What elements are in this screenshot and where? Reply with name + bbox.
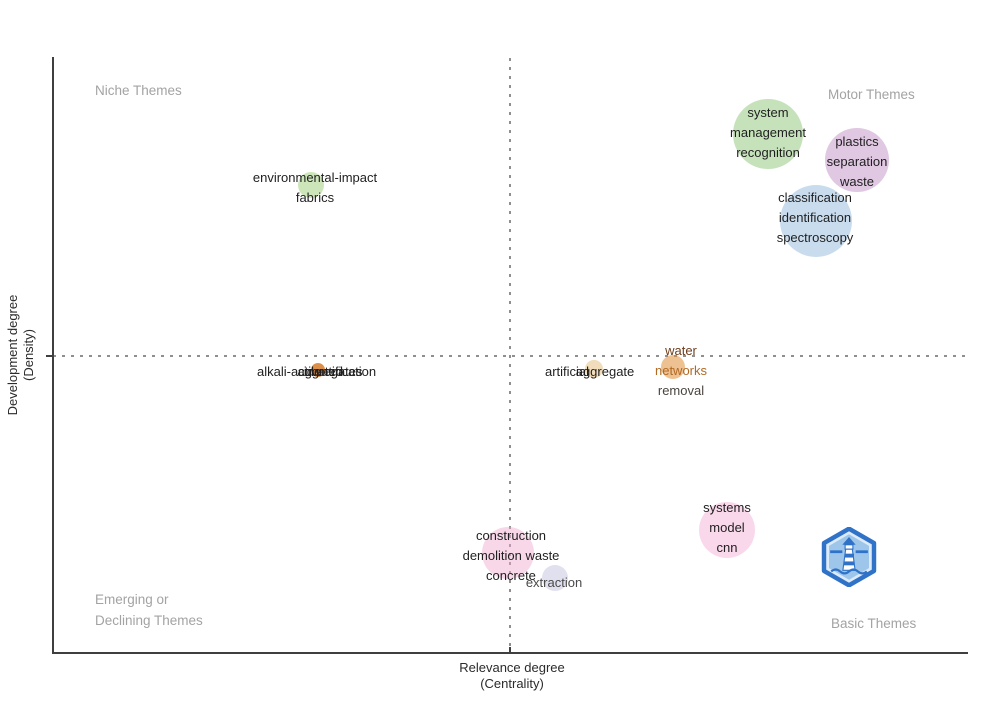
x-axis-mid-tick <box>509 647 511 652</box>
vertical-median-dashed-line <box>509 58 511 651</box>
cluster-label-line: concrete <box>486 568 536 583</box>
cluster-label-line: cnn <box>716 540 738 555</box>
cluster-label-line: management <box>730 125 806 140</box>
cluster-label-identification-overlap: identification <box>304 362 376 382</box>
bubble-systems-model-cnn <box>699 502 755 558</box>
cluster-label-systems-model-cnn: systems model cnn <box>703 498 751 558</box>
bubble-system-management-recognition <box>733 99 803 169</box>
x-axis-label-line2: (Centrality) <box>480 676 544 691</box>
cluster-label-line: artificial <box>544 364 590 379</box>
bubble-plastics-separation-waste <box>825 128 889 192</box>
cluster-label-line: recognition <box>736 145 800 160</box>
bubble-aggregate <box>585 360 603 378</box>
cluster-label-line: system <box>747 105 789 120</box>
cluster-label-line: identification <box>303 364 377 379</box>
y-axis-label-line2: (Density) <box>21 328 36 382</box>
cluster-label-line: waste <box>840 174 874 189</box>
quadrant-label-niche: Niche Themes <box>95 80 182 101</box>
bubble-water-networks-removal <box>661 355 685 379</box>
cluster-label-line: aggregate <box>575 364 635 379</box>
cluster-label-construction-demolition-waste-concrete: construction demolition waste concrete <box>463 526 560 586</box>
quadrant-label-basic: Basic Themes <box>831 613 916 634</box>
quadrant-label-line: Emerging or <box>95 592 169 607</box>
cluster-label-extraction: extraction <box>526 573 582 593</box>
cluster-label-line: identification <box>778 210 852 225</box>
bubble-alkali-activated-overlap <box>311 363 325 377</box>
cluster-label-line: demolition waste <box>462 548 560 563</box>
cluster-label-line: plastics <box>835 134 879 149</box>
cluster-label-line: water <box>665 343 697 358</box>
cluster-label-line: removal <box>657 383 705 398</box>
cluster-label-line: aggregates <box>297 364 363 379</box>
bubble-classification-identification-spectroscopy <box>780 185 852 257</box>
x-axis-label: Relevance degree (Centrality) <box>459 660 565 692</box>
x-axis-label-line1: Relevance degree <box>459 660 565 675</box>
cluster-label-line: classification <box>778 190 852 205</box>
cluster-label-water-networks-removal: water networks removal <box>655 341 707 401</box>
cluster-label-environmental-impact-fabrics: environmental-impact fabrics <box>253 168 377 208</box>
bubble-environmental-impact-fabrics <box>298 172 324 198</box>
quadrant-label-line: Motor Themes <box>828 87 915 102</box>
y-axis-line <box>52 57 54 654</box>
quadrant-label-line: Niche Themes <box>95 83 182 98</box>
quadrant-label-motor: Motor Themes <box>828 84 915 105</box>
bubble-extraction <box>542 565 568 591</box>
y-axis-label: Development degree (Density) <box>5 295 37 416</box>
quadrant-label-emerging: Emerging or Declining Themes <box>95 589 203 631</box>
cluster-label-line: model <box>709 520 745 535</box>
cluster-label-line: alkali-activated <box>257 364 343 379</box>
cluster-label-system-management-recognition: system management recognition <box>730 103 806 163</box>
quadrant-label-line: Basic Themes <box>831 616 917 631</box>
cluster-label-line: environmental-impact <box>252 170 378 185</box>
cluster-label-plastics-separation-waste: plastics separation waste <box>827 132 888 192</box>
cluster-label-line: systems <box>703 500 751 515</box>
cluster-label-line: construction <box>475 528 547 543</box>
cluster-label-aggregates-overlap: aggregates <box>297 362 362 382</box>
y-axis-label-line1: Development degree <box>5 294 20 416</box>
biblioshiny-lighthouse-logo-icon <box>821 526 877 588</box>
x-axis-line <box>52 652 968 654</box>
cluster-label-aggregate: aggregate <box>576 362 635 382</box>
y-axis-mid-tick <box>46 355 52 357</box>
cluster-label-line: fabrics <box>295 190 335 205</box>
bubble-construction-demolition-waste-concrete <box>482 527 534 579</box>
cluster-label-line: spectroscopy <box>776 230 854 245</box>
cluster-label-artificial: artificial <box>545 362 589 382</box>
cluster-label-line: extraction <box>525 575 583 590</box>
cluster-label-line: networks <box>654 363 708 378</box>
quadrant-label-line: Declining Themes <box>95 613 203 628</box>
cluster-label-line: separation <box>826 154 888 169</box>
cluster-label-classification-identification-spectroscopy: classification identification spectroscopy <box>777 188 854 248</box>
cluster-label-alkali-activated-overlap: alkali-activated <box>257 362 343 382</box>
